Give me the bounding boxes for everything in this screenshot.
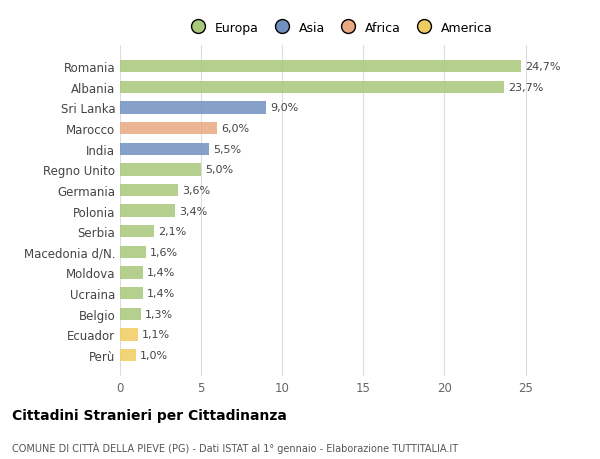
Text: 2,1%: 2,1% (158, 227, 187, 237)
Bar (120, 267, 143, 279)
Bar (120, 349, 136, 361)
Bar (120, 102, 266, 114)
Bar (120, 82, 505, 94)
Bar (120, 287, 143, 300)
Text: Cittadini Stranieri per Cittadinanza: Cittadini Stranieri per Cittadinanza (12, 409, 287, 422)
Bar (120, 329, 138, 341)
Text: 5,5%: 5,5% (213, 145, 241, 154)
Text: 3,4%: 3,4% (179, 206, 208, 216)
Bar (120, 246, 146, 258)
Text: 1,3%: 1,3% (145, 309, 173, 319)
Bar (120, 61, 521, 73)
Text: 9,0%: 9,0% (270, 103, 298, 113)
Bar (120, 185, 178, 197)
Bar (120, 205, 175, 217)
Text: COMUNE DI CITTÀ DELLA PIEVE (PG) - Dati ISTAT al 1° gennaio - Elaborazione TUTTI: COMUNE DI CITTÀ DELLA PIEVE (PG) - Dati … (12, 441, 458, 453)
Text: 1,4%: 1,4% (147, 268, 175, 278)
Bar (120, 143, 209, 156)
Text: 24,7%: 24,7% (525, 62, 560, 72)
Text: 3,6%: 3,6% (182, 185, 211, 196)
Text: 1,6%: 1,6% (150, 247, 178, 257)
Text: 1,4%: 1,4% (147, 288, 175, 298)
Text: 5,0%: 5,0% (205, 165, 233, 175)
Text: 1,0%: 1,0% (140, 350, 169, 360)
Bar (120, 308, 141, 320)
Bar (120, 123, 217, 135)
Bar (120, 225, 154, 238)
Text: 23,7%: 23,7% (509, 83, 544, 93)
Text: 6,0%: 6,0% (221, 124, 250, 134)
Bar (120, 164, 201, 176)
Legend: Europa, Asia, Africa, America: Europa, Asia, Africa, America (182, 19, 496, 37)
Text: 1,1%: 1,1% (142, 330, 170, 340)
